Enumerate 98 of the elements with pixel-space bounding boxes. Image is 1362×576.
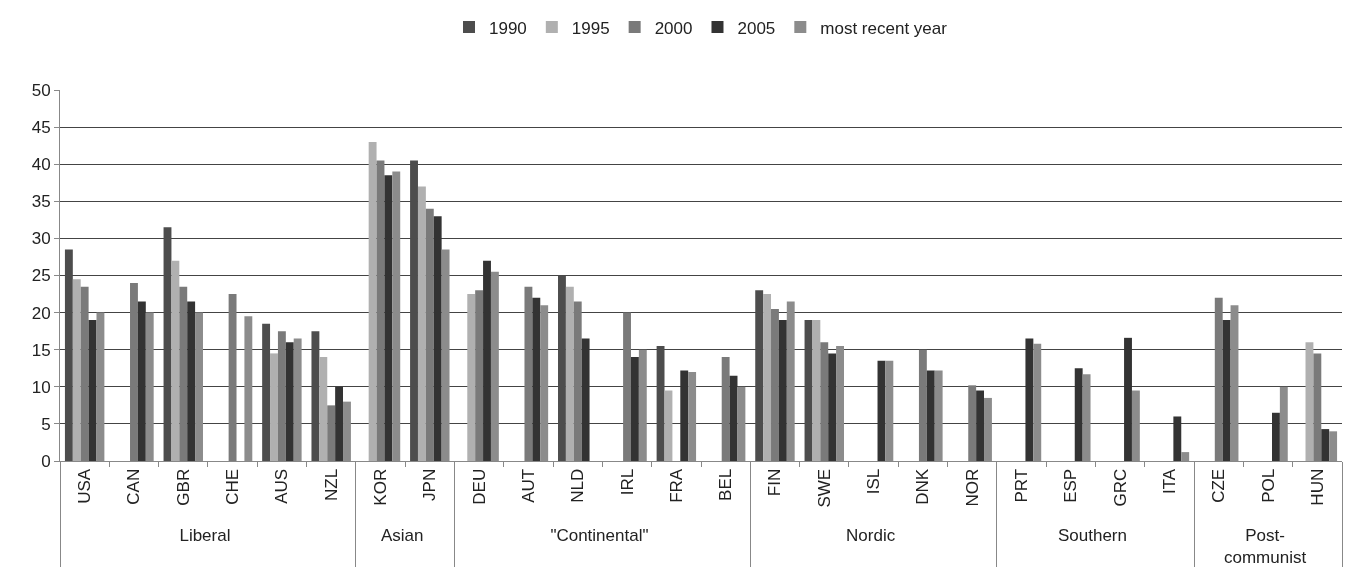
bar (433, 216, 442, 461)
x-tick-label: HUN (1307, 468, 1327, 506)
text: Nordic (846, 525, 896, 545)
x-tick-label: AUT (518, 468, 538, 503)
y-tick-label: 0 (41, 451, 51, 471)
bar (524, 286, 533, 461)
bar (1321, 429, 1330, 461)
bar (721, 357, 730, 461)
x-tick-label: NZL (321, 468, 341, 501)
y-tick-label: 30 (31, 229, 51, 249)
bar (1214, 297, 1223, 461)
x-tick-label: BEL (716, 468, 736, 501)
y-tick-label: 5 (41, 414, 51, 434)
bar (968, 385, 977, 461)
bar (384, 175, 393, 461)
x-tick-label: CAN (124, 468, 144, 505)
bar (1173, 416, 1182, 461)
text: Asian (380, 525, 424, 545)
legend-label: 2000 (654, 18, 693, 38)
bar (918, 349, 927, 461)
x-tick-label: CHE (223, 468, 243, 505)
x-tick-label: JPN (420, 468, 440, 501)
y-tick-label: 50 (31, 80, 51, 100)
bar (72, 279, 81, 461)
bar (1313, 353, 1322, 461)
bar (1222, 320, 1231, 461)
y-tick-label: 40 (31, 155, 51, 175)
bar (926, 370, 935, 461)
bar (1124, 337, 1132, 461)
x-tick-label: KOR (371, 468, 391, 506)
bar (771, 308, 779, 461)
legend-label: 1990 (489, 18, 527, 38)
y-tick-label: 20 (31, 303, 51, 323)
bar (623, 312, 631, 461)
bar (1025, 338, 1034, 461)
x-tick-label: AUS (272, 468, 292, 504)
bar (812, 320, 821, 461)
bar (130, 282, 138, 461)
x-tick-label: USA (75, 468, 95, 504)
y-tick-label: 45 (31, 118, 51, 138)
bar (137, 301, 146, 461)
text: Liberal (179, 525, 231, 545)
bar (1271, 412, 1280, 461)
bar (976, 390, 985, 461)
bar (828, 353, 837, 461)
y-tick-label: 15 (31, 340, 51, 360)
x-tick-label: ITA (1159, 468, 1179, 494)
bar (228, 294, 237, 461)
bar (532, 297, 541, 461)
bar (425, 208, 434, 461)
x-tick-label: NOR (962, 468, 982, 507)
bar (335, 386, 344, 461)
bar (179, 286, 188, 461)
bar (820, 342, 829, 461)
x-tick-label: NLD (568, 468, 588, 503)
bar (778, 320, 787, 461)
y-tick-label: 10 (31, 377, 51, 397)
bar (1074, 368, 1083, 461)
bar (763, 294, 772, 461)
bar (80, 286, 89, 461)
x-tick-label: ISL (864, 468, 884, 495)
x-tick-label: SWE (814, 468, 834, 508)
x-tick-label: CZE (1209, 468, 1229, 503)
bar (417, 186, 426, 461)
text: Post- communist (1223, 525, 1307, 567)
x-tick-label: DNK (913, 468, 933, 505)
x-tick-label: POL (1258, 468, 1278, 503)
bar (467, 294, 476, 461)
x-tick-label: GRC (1110, 468, 1130, 507)
x-tick-label: DEU (469, 468, 489, 505)
x-tick-label: PRT (1012, 468, 1032, 503)
y-tick-label: 35 (31, 192, 51, 212)
bar (475, 290, 484, 461)
x-tick-label: IRL (617, 468, 637, 496)
x-tick-label: FIN (765, 468, 785, 497)
legend-label: 1995 (571, 18, 610, 38)
bar (483, 260, 491, 461)
bar (680, 370, 689, 461)
bar (581, 338, 590, 461)
bar (630, 357, 639, 461)
bar (285, 342, 294, 461)
bar (187, 301, 196, 461)
bar (319, 357, 328, 461)
bar (171, 260, 180, 461)
bar (277, 331, 286, 461)
text: Southern (1057, 525, 1127, 545)
bar (565, 286, 574, 461)
bar (368, 141, 377, 461)
y-tick-label: 25 (31, 266, 51, 286)
text: "Continental" (550, 525, 649, 545)
x-tick-label: FRA (666, 468, 686, 503)
x-tick-label: GBR (173, 468, 193, 506)
legend-label: most recent year (820, 18, 948, 38)
bar (270, 353, 278, 461)
legend-label: 2005 (737, 18, 776, 38)
bar (327, 405, 336, 461)
x-tick-label: ESP (1061, 468, 1081, 503)
bar (573, 301, 582, 461)
